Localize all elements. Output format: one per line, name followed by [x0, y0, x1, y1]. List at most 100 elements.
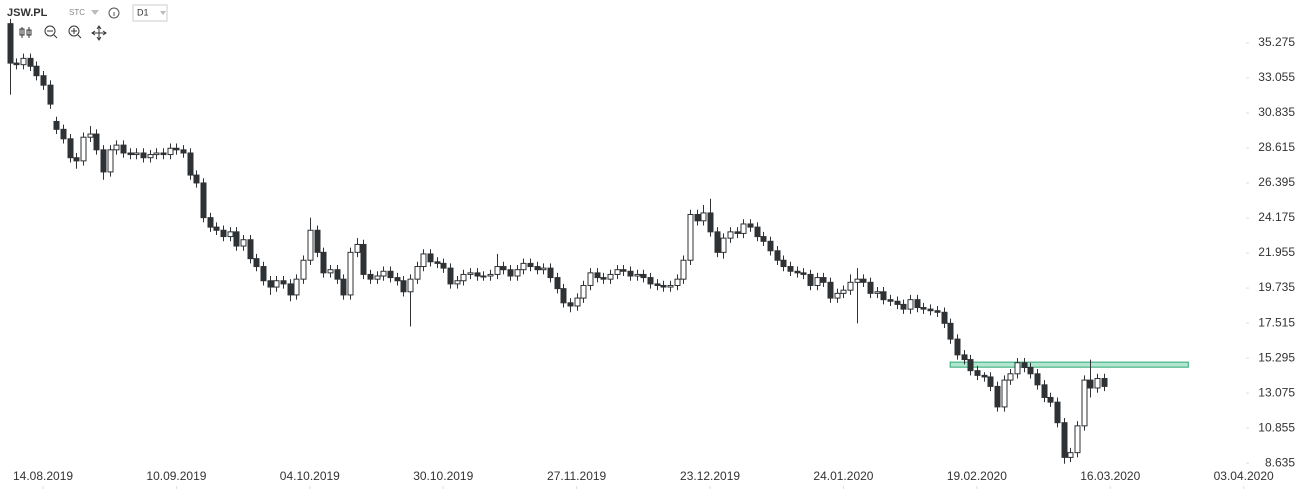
candle-body — [207, 217, 214, 228]
x-tick-label: 19.02.2020 — [947, 469, 1007, 483]
candle-body — [1074, 425, 1081, 454]
y-tick-label: 21.955 — [1258, 245, 1295, 259]
pan-icon[interactable] — [91, 25, 107, 41]
candle-body — [967, 359, 974, 372]
candle-type-icon[interactable] — [19, 27, 32, 38]
candle-body — [540, 267, 547, 271]
interval[interactable]: D1 — [137, 7, 149, 17]
candle-body — [807, 273, 814, 286]
candle-body — [1101, 378, 1108, 387]
candle-body — [640, 273, 647, 279]
candle-body — [767, 240, 774, 252]
candle-body — [907, 299, 914, 310]
candle-body — [534, 266, 541, 271]
candle-body — [113, 144, 120, 151]
candle-body — [293, 278, 300, 296]
candle-body — [900, 303, 907, 310]
dropdown-arrow[interactable] — [91, 10, 99, 15]
candle-body — [247, 239, 254, 260]
candle-body — [814, 277, 821, 286]
candle-body — [327, 269, 334, 274]
candle-body — [87, 133, 94, 138]
candle-body — [707, 212, 714, 233]
candle-body — [547, 267, 554, 279]
candle-body — [1054, 401, 1061, 424]
candle-body — [173, 147, 180, 151]
candle-body — [627, 270, 634, 277]
candle-body — [127, 152, 134, 156]
candle-body — [140, 152, 147, 159]
candle-body — [600, 277, 607, 280]
candle-body — [987, 376, 994, 387]
candle-body — [354, 243, 361, 253]
candle-body — [147, 154, 154, 159]
candle-body — [253, 258, 260, 268]
x-tick-label: 23.12.2019 — [680, 469, 740, 483]
y-tick-label: 24.175 — [1258, 210, 1295, 224]
toolbar: JSW.PL STC D1 — [7, 4, 168, 41]
candle-body — [1094, 378, 1101, 389]
candle-body — [167, 147, 174, 156]
candle-body — [314, 229, 321, 253]
candle-body — [1014, 362, 1021, 375]
candle-body — [67, 138, 74, 159]
candle-body — [260, 266, 267, 282]
symbol[interactable]: JSW.PL — [7, 7, 48, 19]
candle-body — [687, 213, 694, 261]
candle-body — [507, 269, 514, 277]
candle-body — [941, 311, 948, 324]
candle-body — [934, 310, 941, 313]
market[interactable]: STC — [69, 8, 85, 17]
candle-body — [954, 338, 961, 356]
candle-body — [654, 283, 661, 286]
candle-body — [100, 149, 107, 173]
candle-body — [407, 278, 414, 293]
candle-body — [447, 267, 454, 285]
candle-body — [394, 277, 401, 282]
candle-body — [427, 253, 434, 263]
interval-box[interactable] — [132, 4, 168, 22]
candle-body — [487, 273, 494, 277]
y-tick-label: 8.635 — [1265, 455, 1295, 469]
candle-body — [800, 272, 807, 275]
candle-body — [607, 273, 614, 280]
y-tick-label: 17.515 — [1258, 315, 1295, 329]
candle-body — [1034, 373, 1041, 386]
candle-body — [974, 370, 981, 376]
candle-body — [187, 152, 194, 176]
candle-body — [727, 231, 734, 239]
candle-body — [867, 281, 874, 294]
candle-body — [747, 223, 754, 228]
candle-body — [360, 243, 367, 275]
candle-body — [440, 262, 447, 269]
y-tick-label: 10.855 — [1258, 420, 1295, 434]
candle-body — [7, 23, 14, 64]
candle-body — [20, 57, 27, 66]
x-tick-label: 24.01.2020 — [813, 469, 873, 483]
zoom-in-icon[interactable] — [68, 25, 82, 39]
candle-body — [273, 280, 280, 288]
candle-body — [133, 152, 140, 156]
candle-body — [620, 269, 627, 272]
candle-body — [594, 272, 601, 279]
candle-body — [193, 174, 200, 184]
y-tick-label: 19.735 — [1258, 280, 1295, 294]
candle-body — [634, 273, 641, 277]
candle-body — [947, 322, 954, 340]
candle-body — [854, 278, 861, 283]
candle-body — [587, 272, 594, 286]
candle-body — [307, 229, 314, 261]
candle-body — [1067, 452, 1074, 458]
candle-body — [834, 292, 841, 299]
candle-body — [153, 152, 160, 156]
candle-body — [667, 284, 674, 288]
candle-body — [454, 280, 461, 285]
candle-body — [827, 281, 834, 299]
candle-body — [700, 212, 707, 222]
price-zone — [949, 361, 1189, 368]
candle-body — [680, 259, 687, 280]
candle-body — [13, 62, 20, 66]
info-icon[interactable] — [108, 7, 120, 19]
zoom-out-icon[interactable] — [44, 25, 58, 39]
candle-body — [754, 226, 761, 238]
